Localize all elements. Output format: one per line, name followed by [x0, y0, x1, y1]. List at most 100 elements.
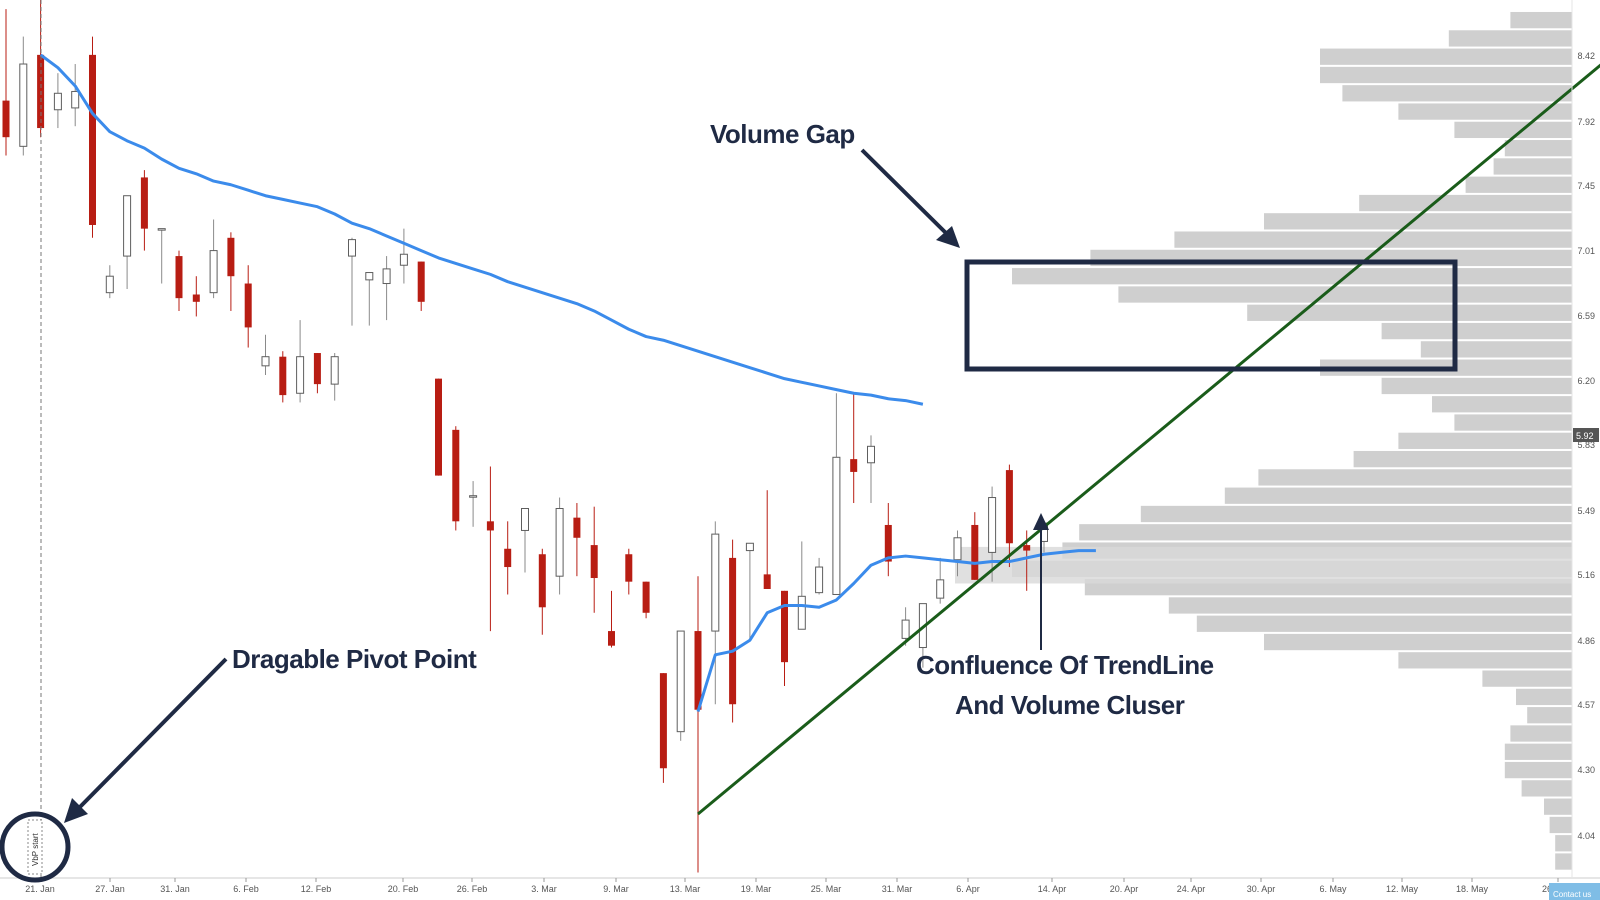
candle-body: [625, 554, 633, 582]
y-tick-label: 5.16: [1577, 570, 1595, 580]
candle-body: [435, 378, 442, 476]
candle-body: [555, 508, 564, 577]
candle-body: [590, 545, 598, 579]
volume-profile-bar: [1504, 761, 1572, 779]
volume-profile-bar: [1258, 469, 1572, 486]
volume-profile-bar: [1465, 176, 1572, 193]
candle-body: [279, 356, 287, 396]
candle-body: [105, 275, 114, 294]
volume-gap-box: [964, 259, 1458, 372]
candle-body: [711, 533, 720, 632]
vwap-start-handle[interactable]: [27, 819, 43, 875]
candle-body: [901, 619, 910, 639]
volume-profile-bar: [1359, 194, 1572, 212]
candle-body: [781, 590, 788, 663]
candle-body: [642, 581, 650, 613]
volume-profile-bar: [1454, 414, 1572, 431]
pivot-arrow-shaft: [73, 657, 228, 814]
candle-body: [884, 524, 892, 562]
x-tick-label: 19. Mar: [741, 884, 772, 894]
volume-profile-bar: [1510, 11, 1572, 29]
x-tick-label: 27. Jan: [95, 884, 125, 894]
x-tick-label: 31. Jan: [160, 884, 190, 894]
candle-body: [89, 54, 96, 225]
candle-body: [227, 237, 235, 277]
candle-body: [521, 508, 529, 531]
candle-body: [504, 548, 512, 568]
volume-profile-bar: [1398, 432, 1572, 449]
candle-body: [123, 195, 132, 257]
candle-body: [1023, 545, 1031, 551]
candle-body: [175, 256, 183, 299]
candle-body: [1005, 470, 1013, 544]
y-tick-label: 7.92: [1577, 117, 1595, 127]
candle-body: [867, 445, 875, 464]
candle-body: [382, 268, 391, 285]
vwap-line-mar: [696, 549, 1096, 712]
pivot-handle-circle[interactable]: [0, 811, 71, 883]
candle-body: [157, 228, 166, 231]
x-tick-label: 14. Apr: [1038, 884, 1067, 894]
x-tick-label: 20. Feb: [388, 884, 419, 894]
x-tick-label: 24. Apr: [1177, 884, 1206, 894]
trendline-path[interactable]: [697, 27, 1600, 816]
volume-profile-bar: [1527, 707, 1572, 724]
volume-profile-bar: [1381, 322, 1572, 340]
volume-profile-bar: [1448, 30, 1572, 47]
volume-profile-bar: [1247, 304, 1572, 321]
trendline[interactable]: [697, 27, 1600, 816]
candle-body: [936, 579, 945, 599]
candle-body: [348, 239, 356, 257]
volume-profile-bar: [1140, 505, 1572, 523]
candle-body: [745, 542, 754, 552]
y-tick-label: 6.59: [1577, 311, 1595, 321]
volume-profile-bar: [1555, 835, 1572, 852]
dragable-pivot-label: Dragable Pivot Point: [232, 644, 477, 674]
volume-profile-bar: [1168, 597, 1572, 614]
candle-body: [538, 554, 546, 608]
candle-body: [797, 595, 806, 630]
volume-profile-bar: [1320, 66, 1572, 84]
volume-profile-bar: [1482, 670, 1572, 687]
x-tick-label: 18. May: [1456, 884, 1489, 894]
candle-body: [694, 631, 702, 710]
volume-profile-bar: [1118, 286, 1572, 303]
volume-profile-bar: [1544, 798, 1572, 815]
candle-body: [244, 283, 252, 328]
candle-body: [296, 356, 305, 394]
y-tick-label: 6.20: [1577, 376, 1595, 386]
contact-label[interactable]: Contact us: [1553, 890, 1591, 899]
volume-profile-bar: [1079, 524, 1572, 541]
x-tick-label: 12. May: [1386, 884, 1419, 894]
candles: [2, 0, 1048, 873]
candle-body: [313, 353, 321, 385]
candle-body: [608, 631, 615, 646]
x-tick-label: 26. Feb: [457, 884, 488, 894]
y-tick-label: 8.42: [1577, 51, 1595, 61]
confluence-arrowhead: [1033, 513, 1049, 530]
contact-badge[interactable]: [1549, 883, 1600, 900]
candle-body: [573, 517, 581, 538]
candle-body: [365, 272, 374, 281]
x-tick-label: 30. Apr: [1247, 884, 1276, 894]
current-price-label: 5.92: [1576, 431, 1594, 441]
pivot-arrowhead: [64, 798, 88, 823]
volume-profile-bar: [1516, 688, 1572, 706]
x-tick-label: 13. Mar: [670, 884, 701, 894]
volume-profile-bar: [1174, 231, 1572, 248]
candle-body: [399, 253, 408, 266]
volume-profile-bar: [1353, 450, 1572, 468]
x-tick-label: 25. Mar: [811, 884, 842, 894]
volume-profile-bar: [1432, 396, 1572, 413]
volume-profile-bar: [1012, 268, 1572, 285]
candle-body: [140, 177, 148, 229]
volume-profile-bar: [1264, 213, 1572, 230]
confluence-label-line2: And Volume Cluser: [955, 690, 1185, 720]
x-tick-label: 3. Mar: [531, 884, 557, 894]
volume-profile-bar: [1320, 48, 1572, 65]
volume-profile-bar: [1398, 652, 1572, 669]
candle-body: [330, 356, 339, 385]
candle-body: [659, 673, 667, 769]
